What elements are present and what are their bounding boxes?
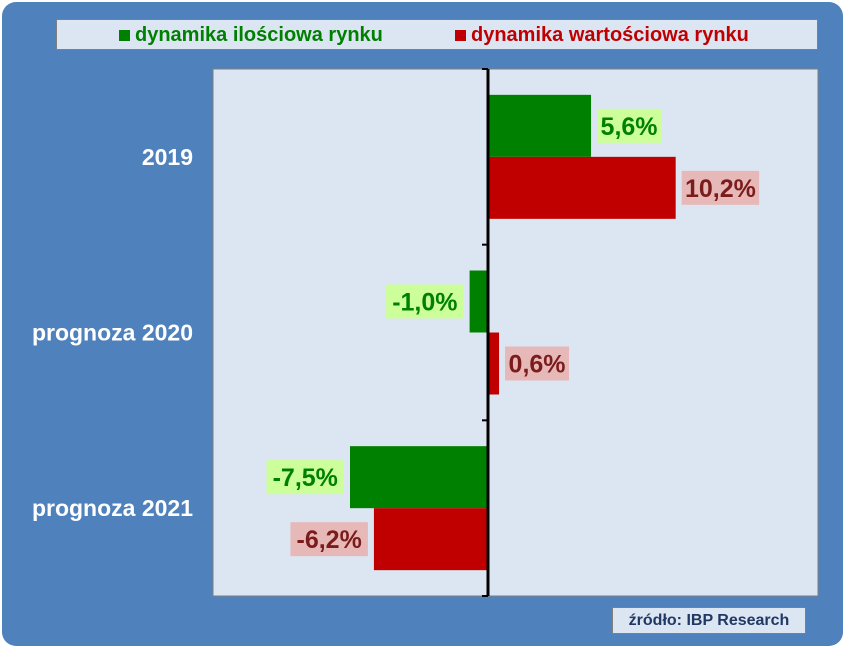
data-label-box: [386, 284, 464, 319]
legend: dynamika ilościowa rynku dynamika wartoś…: [56, 19, 818, 50]
data-label: 5,6%: [601, 113, 658, 141]
legend-swatch-volume: [119, 30, 130, 41]
legend-item-volume: dynamika ilościowa rynku: [119, 24, 383, 47]
data-label: -1,0%: [392, 289, 457, 317]
data-label-box: [266, 460, 344, 495]
data-label: 0,6%: [509, 351, 566, 379]
data-label-box: [505, 346, 570, 381]
category-label: prognoza 2020: [32, 320, 193, 346]
data-label-box: [681, 170, 760, 205]
data-label: -7,5%: [273, 464, 338, 492]
legend-label-volume: dynamika ilościowa rynku: [135, 24, 383, 46]
bar: [469, 270, 488, 333]
data-label: -6,2%: [297, 526, 362, 554]
bar: [488, 156, 676, 219]
legend-item-value: dynamika wartościowa rynku: [455, 24, 749, 47]
source-note: źródło: IBP Research: [612, 607, 806, 634]
data-label: 10,2%: [685, 175, 756, 203]
bar: [488, 332, 500, 395]
legend-label-value: dynamika wartościowa rynku: [471, 24, 749, 46]
category-label: prognoza 2021: [32, 495, 193, 521]
data-label-box: [290, 522, 368, 557]
category-label: 2019: [142, 144, 193, 170]
legend-swatch-value: [455, 30, 466, 41]
bar: [373, 508, 488, 571]
bar: [488, 94, 592, 157]
bar: [350, 446, 488, 509]
data-label-box: [597, 108, 662, 143]
